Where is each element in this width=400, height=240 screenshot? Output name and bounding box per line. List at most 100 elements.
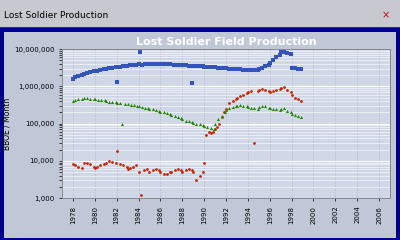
Point [122, 102, 129, 106]
Point [208, 131, 214, 135]
Point [278, 50, 284, 54]
Point [144, 167, 150, 171]
Point [270, 107, 276, 111]
Point [251, 141, 258, 145]
Point [164, 62, 170, 66]
Point [70, 99, 76, 103]
Point [120, 64, 126, 68]
Point [281, 106, 287, 109]
Point [126, 166, 133, 170]
Point [160, 172, 167, 176]
Point [266, 106, 272, 109]
Point [117, 162, 123, 166]
Point [222, 66, 228, 70]
Point [179, 170, 186, 174]
Point [288, 112, 295, 116]
Point [142, 106, 148, 109]
Point [97, 68, 104, 72]
Point [75, 74, 82, 78]
Point [75, 97, 82, 101]
Point [234, 96, 240, 100]
Point [196, 122, 203, 126]
Point [94, 165, 100, 168]
Point [87, 70, 94, 74]
Point [212, 127, 218, 131]
Point [106, 100, 112, 103]
Point [196, 174, 203, 178]
Point [201, 161, 207, 164]
Point [78, 97, 85, 101]
Point [146, 170, 153, 174]
Point [92, 166, 98, 170]
Point [244, 91, 250, 95]
Point [97, 163, 104, 167]
Point [190, 121, 196, 125]
Point [106, 159, 112, 163]
Y-axis label: BBOE / Month: BBOE / Month [2, 97, 11, 150]
Point [237, 94, 244, 98]
Point [298, 99, 305, 103]
Point [174, 63, 180, 67]
Point [168, 113, 174, 117]
FancyBboxPatch shape [4, 32, 396, 238]
Point [218, 115, 225, 119]
Point [201, 65, 207, 69]
Point [233, 97, 239, 101]
Point [70, 77, 76, 81]
Point [189, 82, 195, 85]
Point [251, 106, 258, 110]
Point [90, 165, 97, 168]
Title: Lost Soldier Field Production: Lost Soldier Field Production [136, 37, 316, 47]
Point [135, 104, 142, 108]
Point [135, 62, 142, 66]
Point [78, 73, 85, 77]
Point [201, 124, 207, 128]
Point [223, 108, 229, 112]
Point [226, 102, 232, 105]
Point [164, 111, 170, 115]
Point [281, 50, 287, 54]
Point [87, 162, 94, 166]
Point [87, 97, 94, 101]
Point [133, 63, 140, 66]
Point [216, 122, 223, 126]
Point [189, 120, 195, 124]
Point [123, 165, 130, 168]
Point [204, 125, 211, 129]
Point [138, 193, 144, 197]
Point [273, 55, 280, 59]
Point [245, 68, 251, 72]
Point [142, 62, 148, 66]
Point [240, 93, 247, 96]
Point [135, 170, 142, 174]
Point [133, 163, 140, 167]
Point [287, 90, 294, 94]
Point [266, 63, 272, 67]
Point [167, 170, 174, 174]
Point [259, 104, 265, 108]
Point [153, 108, 159, 112]
Point [266, 89, 272, 93]
Point [244, 68, 250, 72]
Point [141, 168, 147, 172]
Point [124, 102, 131, 106]
Point [287, 52, 294, 55]
Point [178, 168, 184, 172]
Point [262, 64, 268, 68]
Point [208, 126, 214, 130]
Point [130, 63, 136, 67]
Point [100, 67, 107, 71]
Point [276, 53, 283, 56]
Point [84, 161, 90, 164]
Point [205, 130, 212, 134]
Point [150, 108, 156, 111]
Point [259, 66, 265, 70]
Point [259, 87, 265, 91]
Point [130, 165, 136, 168]
Point [233, 104, 239, 108]
Point [193, 122, 200, 126]
Point [117, 65, 123, 69]
Point [256, 67, 262, 71]
Point [248, 89, 254, 93]
Point [262, 88, 268, 92]
